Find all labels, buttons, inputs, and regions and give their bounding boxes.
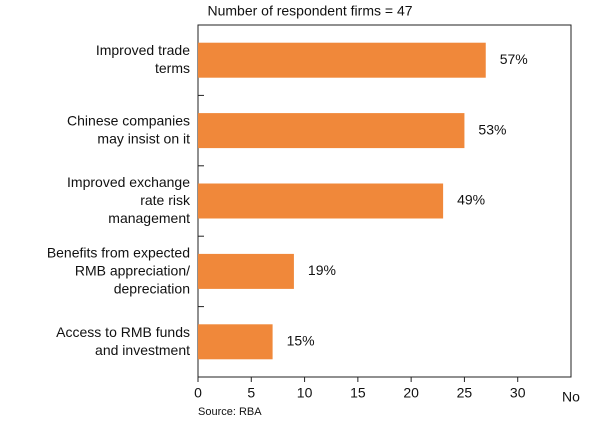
x-tick-label: 15 [350, 385, 366, 401]
category-label: Chinese companies may insist on it [67, 112, 190, 146]
category-label-line: RMB appreciation/ [75, 262, 190, 278]
category-label-line: Chinese companies [67, 112, 190, 128]
category-label-line: Access to RMB funds [56, 324, 190, 340]
chart-subtitle: Number of respondent firms = 47 [207, 3, 412, 19]
bar [198, 324, 273, 360]
category-label-line: management [108, 210, 190, 226]
data-label: 49% [457, 192, 485, 208]
category-label-line: rate risk [140, 192, 191, 208]
category-label: Improved exchange rate risk management [67, 174, 191, 226]
x-tick-label: 10 [297, 385, 313, 401]
bar [198, 113, 465, 149]
source: Source: RBA [198, 406, 262, 418]
category-label-line: may insist on it [97, 130, 190, 146]
category-label: Benefits from expected RMB appreciation/d… [47, 244, 190, 296]
category-label-line: and investment [95, 342, 190, 358]
x-tick-label: 20 [403, 385, 419, 401]
x-tick-label: 0 [194, 385, 202, 401]
category-label-line: Improved trade [96, 42, 190, 58]
bar [198, 42, 486, 78]
category-label-line: depreciation [114, 280, 190, 296]
x-tick-label: 5 [247, 385, 255, 401]
bar [198, 253, 294, 289]
x-axis-label: No [562, 389, 580, 405]
data-label: 53% [478, 121, 506, 137]
category-label-line: terms [155, 60, 190, 76]
category-label: Improved trade terms [96, 42, 190, 76]
category-label-line: Improved exchange [67, 174, 190, 190]
data-label: 19% [308, 262, 336, 278]
data-label: 57% [500, 51, 528, 67]
bar [198, 183, 444, 219]
category-label-line: Benefits from expected [47, 244, 190, 260]
data-label: 15% [287, 333, 315, 349]
category-label: Access to RMB funds and investment [56, 324, 190, 358]
x-tick-label: 30 [510, 385, 526, 401]
x-tick-label: 25 [457, 385, 473, 401]
